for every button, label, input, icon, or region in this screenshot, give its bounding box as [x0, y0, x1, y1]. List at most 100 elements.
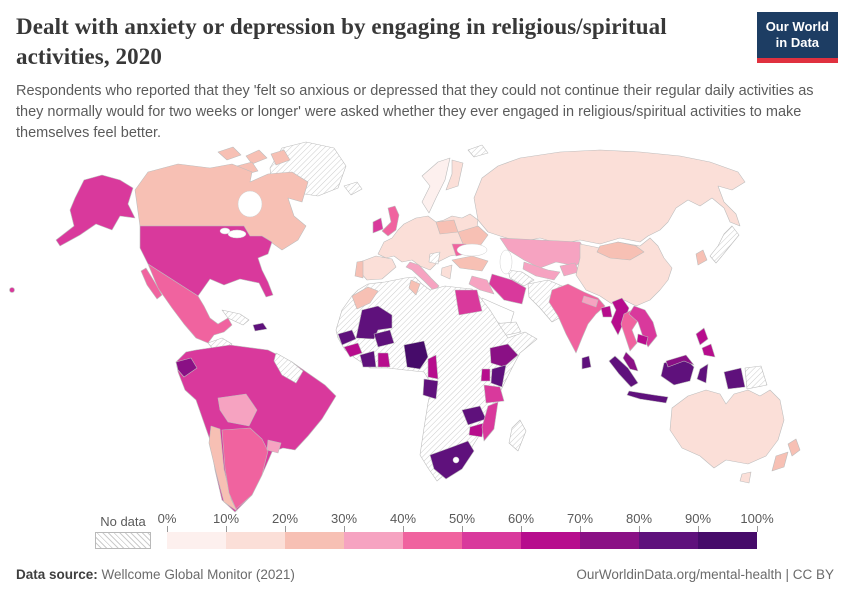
region-alaska[interactable] — [55, 174, 136, 247]
region-united-kingdom[interactable] — [381, 205, 400, 237]
region-ghana[interactable] — [377, 352, 391, 368]
region-nepal[interactable] — [581, 295, 599, 308]
region-russia[interactable] — [473, 149, 746, 245]
region-uzbekistan[interactable] — [522, 261, 561, 281]
region-mali[interactable] — [355, 305, 393, 340]
region-west-papua[interactable] — [723, 367, 746, 390]
legend-bin-4[interactable] — [403, 532, 462, 549]
region-sulawesi[interactable] — [696, 363, 709, 384]
legend-bin-8[interactable] — [639, 532, 698, 549]
region-poland[interactable] — [435, 219, 459, 235]
region-dominican-republic[interactable] — [252, 322, 268, 332]
region-finland[interactable] — [445, 159, 464, 191]
legend-bin-3[interactable] — [344, 532, 403, 549]
region-malaysia-peninsula[interactable] — [622, 351, 639, 372]
region-west-balkans[interactable] — [428, 251, 441, 265]
region-ecuador[interactable] — [175, 357, 198, 378]
region-myanmar[interactable] — [610, 297, 630, 336]
region-madagascar[interactable] — [508, 419, 527, 452]
great-lakes — [219, 227, 231, 235]
legend-bin-7[interactable] — [580, 532, 639, 549]
legend-bin-6[interactable] — [521, 532, 580, 549]
legend-tick-label: 100% — [740, 511, 774, 526]
region-ireland[interactable] — [372, 217, 384, 234]
region-chile[interactable] — [208, 425, 238, 512]
region-malaysia-borneo[interactable] — [665, 354, 695, 368]
region-bangladesh[interactable] — [600, 305, 613, 318]
region-svalbard[interactable] — [467, 144, 489, 158]
owid-logo[interactable]: Our World in Data — [756, 12, 838, 63]
region-arctic-islands[interactable] — [245, 149, 268, 165]
legend-no-data-swatch[interactable] — [95, 532, 151, 549]
region-south-korea[interactable] — [695, 249, 708, 266]
region-mexico[interactable] — [147, 263, 233, 344]
region-guyanas[interactable] — [273, 352, 304, 384]
region-portugal[interactable] — [354, 260, 364, 279]
region-tasmania[interactable] — [739, 471, 752, 484]
region-new-zealand-south[interactable] — [771, 451, 789, 472]
region-burkina-faso[interactable] — [373, 329, 395, 348]
region-guinea[interactable] — [343, 342, 363, 358]
region-greece[interactable] — [440, 264, 453, 280]
legend-bin-5[interactable] — [462, 532, 521, 549]
legend-tick-mark — [580, 526, 581, 532]
region-uganda[interactable] — [480, 368, 491, 382]
region-japan[interactable] — [709, 225, 740, 264]
legend-bin-0[interactable] — [167, 532, 226, 549]
region-cameroon[interactable] — [427, 354, 439, 380]
region-nigeria[interactable] — [403, 340, 429, 370]
region-morocco[interactable] — [351, 286, 379, 310]
great-lakes — [227, 229, 247, 239]
region-kenya[interactable] — [490, 364, 507, 388]
legend-bin-1[interactable] — [226, 532, 285, 549]
region-ukraine[interactable] — [457, 225, 489, 247]
region-australia[interactable] — [669, 389, 785, 469]
region-laos-vietnam[interactable] — [628, 305, 658, 348]
region-java[interactable] — [626, 390, 669, 404]
region-south-africa[interactable] — [429, 440, 475, 480]
region-ivory-coast[interactable] — [359, 350, 377, 368]
region-senegal[interactable] — [337, 329, 357, 346]
region-egypt[interactable] — [454, 289, 483, 316]
region-turkmenistan[interactable] — [507, 269, 535, 287]
owid-logo-line1: Our World — [765, 19, 829, 34]
legend-bin-2[interactable] — [285, 532, 344, 549]
legend-tick-label: 80% — [625, 511, 653, 526]
region-spain[interactable] — [358, 255, 397, 281]
region-argentina[interactable] — [221, 427, 269, 510]
region-baja-california[interactable] — [140, 267, 163, 300]
region-tunisia[interactable] — [408, 279, 421, 296]
region-sri-lanka[interactable] — [581, 355, 592, 370]
region-norway-sweden[interactable] — [421, 157, 451, 214]
region-uruguay[interactable] — [266, 439, 282, 454]
region-mongolia[interactable] — [596, 241, 645, 261]
region-arctic-islands[interactable] — [270, 149, 291, 166]
region-cuba[interactable] — [221, 309, 250, 326]
region-philippines-south[interactable] — [701, 343, 716, 358]
legend-bin-9[interactable] — [698, 532, 757, 549]
region-gabon-congo[interactable] — [422, 378, 439, 400]
region-kazakhstan[interactable] — [499, 237, 589, 269]
region-arctic-islands[interactable] — [217, 146, 242, 161]
region-new-zealand-north[interactable] — [787, 438, 801, 457]
region-sumatra[interactable] — [608, 355, 639, 388]
region-turkey[interactable] — [451, 255, 489, 272]
region-iraq[interactable] — [468, 275, 495, 295]
footer-attribution[interactable]: OurWorldinData.org/mental-health | CC BY — [576, 567, 834, 582]
region-iceland[interactable] — [343, 181, 363, 196]
legend-tick-label: 90% — [684, 511, 712, 526]
region-china[interactable] — [575, 237, 673, 307]
region-hawaii[interactable] — [9, 287, 15, 293]
region-papua-new-guinea[interactable] — [744, 365, 768, 390]
region-iran[interactable] — [488, 273, 527, 305]
region-bolivia[interactable] — [217, 393, 258, 427]
region-cambodia[interactable] — [636, 333, 649, 346]
region-ethiopia[interactable] — [489, 343, 519, 368]
data-source-value: Wellcome Global Monitor (2021) — [101, 567, 295, 582]
region-mozambique[interactable] — [481, 401, 499, 442]
region-zimbabwe[interactable] — [468, 422, 485, 438]
legend-tick-mark — [757, 526, 758, 532]
legend-tick-mark — [639, 526, 640, 532]
region-tanzania[interactable] — [483, 384, 505, 404]
region-philippines[interactable] — [695, 327, 709, 346]
